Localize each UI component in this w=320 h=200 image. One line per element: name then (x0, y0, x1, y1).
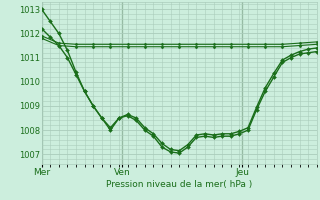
X-axis label: Pression niveau de la mer( hPa ): Pression niveau de la mer( hPa ) (106, 180, 252, 189)
